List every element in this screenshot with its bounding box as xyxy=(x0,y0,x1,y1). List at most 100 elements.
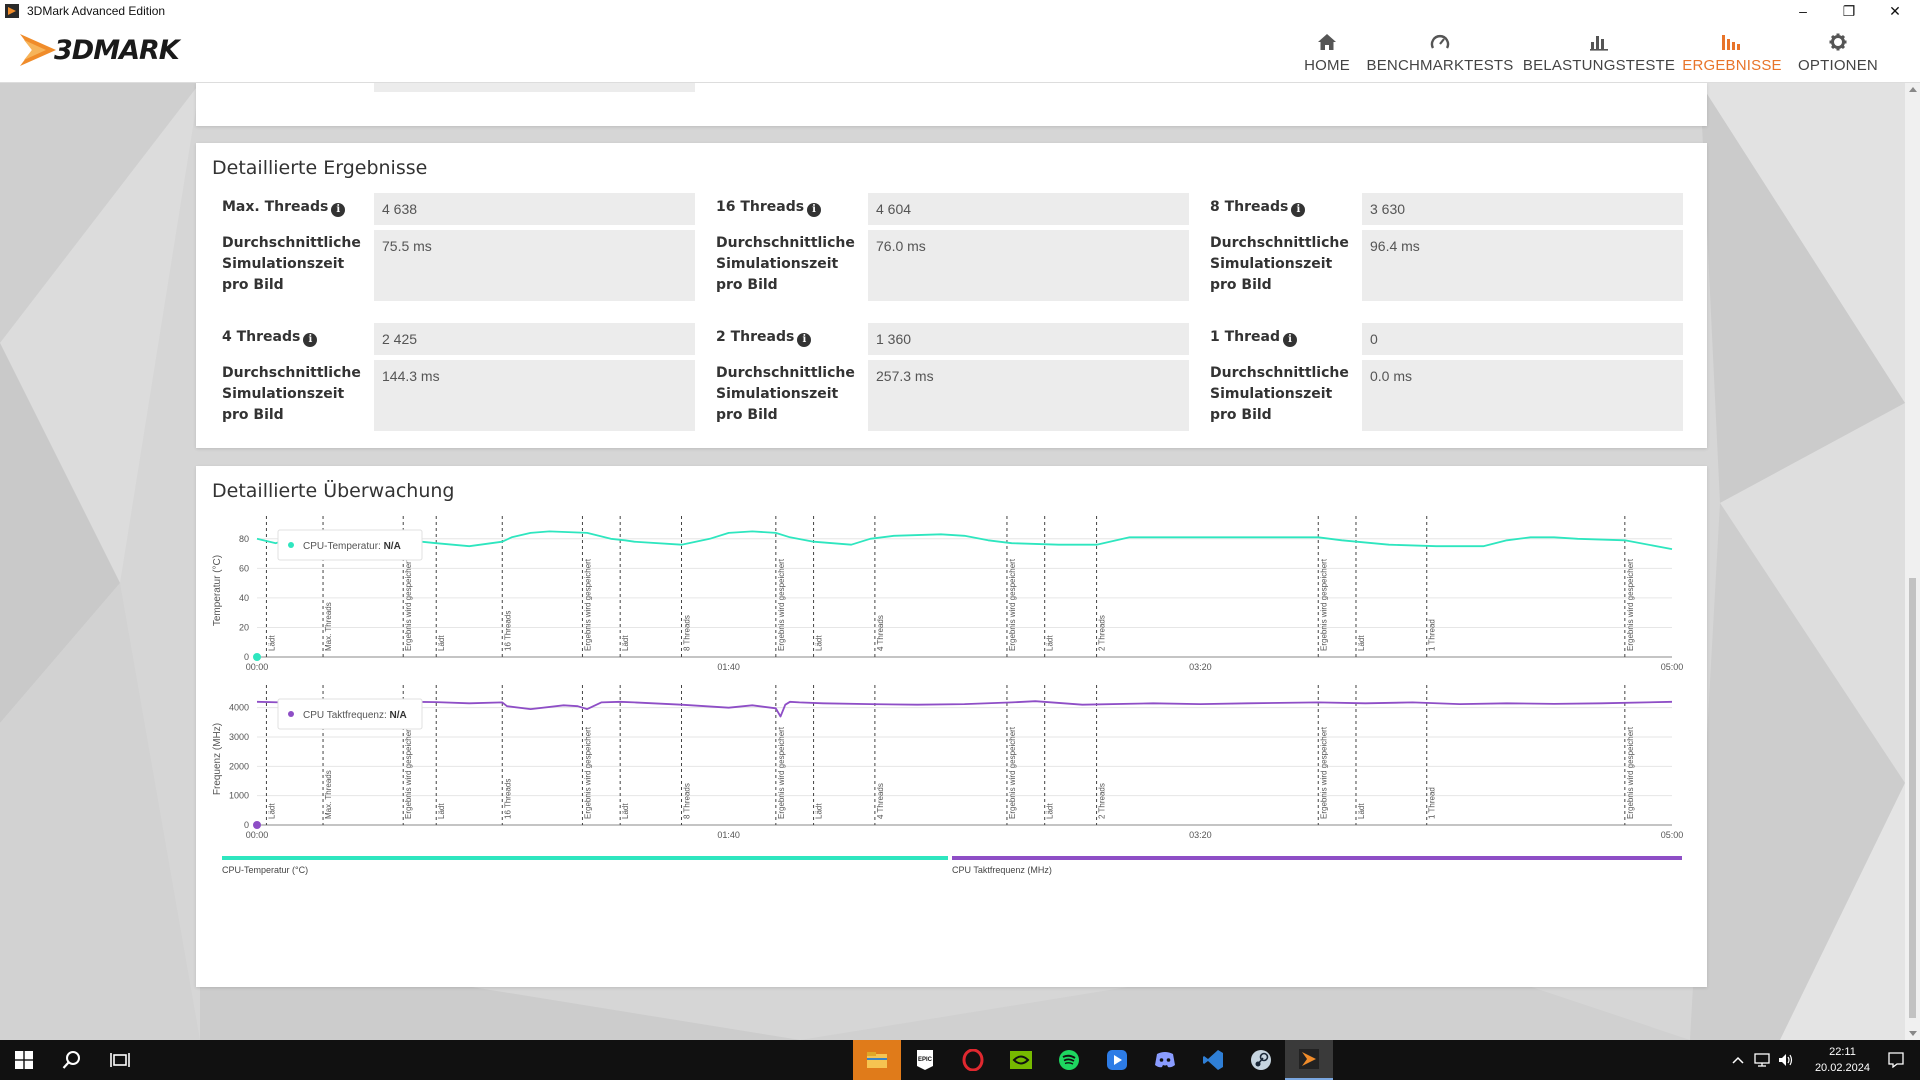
tray-chevron-icon[interactable] xyxy=(1726,1040,1750,1080)
threads-label: 16 Threads i xyxy=(716,197,866,218)
scroll-up-icon[interactable] xyxy=(1909,87,1917,92)
nav-benchmarktests[interactable]: BENCHMARKTESTS xyxy=(1367,22,1513,83)
bar-chart-icon xyxy=(1589,32,1609,52)
phase-marker-label: Lädt xyxy=(267,803,276,819)
phase-marker-label: Ergebnis wird gespeichert xyxy=(777,726,786,819)
phase-marker-label: Max. Threads xyxy=(324,770,333,819)
legend-label-temperature: CPU-Temperatur (°C) xyxy=(222,865,308,875)
phase-marker-label: Ergebnis wird gespeichert xyxy=(1626,726,1635,819)
phase-marker-label: Lädt xyxy=(621,635,630,651)
phase-marker-label: Lädt xyxy=(1357,635,1366,651)
close-button[interactable]: ✕ xyxy=(1889,2,1901,19)
file-explorer-icon[interactable] xyxy=(853,1040,901,1080)
info-icon[interactable]: i xyxy=(1283,333,1297,347)
phase-marker-label: 16 Threads xyxy=(503,611,512,651)
clock-date: 20.02.2024 xyxy=(1814,1062,1870,1074)
phase-marker-label: Lädt xyxy=(437,803,446,819)
x-tick-label: 05:00 xyxy=(1661,830,1684,840)
task-view-icon[interactable] xyxy=(96,1040,144,1080)
monitoring-chart[interactable]: 0 20 40 60 80 Temperatur (°C) 00:00 01:40 03:20 0… xyxy=(196,466,1707,987)
sim-time-label: Durchschnittliche Simulationszeit pro Bi… xyxy=(222,365,361,423)
3dmark-icon[interactable] xyxy=(1285,1040,1333,1080)
top-field-remnant xyxy=(374,83,695,92)
nav-belastungsteste[interactable]: BELASTUNGSTESTE xyxy=(1523,22,1675,83)
phase-marker-label: 2 Threads xyxy=(1098,783,1107,819)
phase-marker-label: 1 Thread xyxy=(1428,619,1437,651)
threads-label-text: Max. Threads xyxy=(222,199,329,215)
phase-marker-label: Max. Threads xyxy=(324,602,333,651)
y-tick-label: 60 xyxy=(239,563,249,573)
scroll-down-icon[interactable] xyxy=(1909,1031,1917,1036)
sim-time-label: Durchschnittliche Simulationszeit pro Bi… xyxy=(716,365,855,423)
vertical-scrollbar[interactable] xyxy=(1905,83,1920,1040)
minimize-button[interactable]: – xyxy=(1799,3,1807,19)
tooltip-dot xyxy=(288,711,294,717)
info-icon[interactable]: i xyxy=(797,333,812,347)
3dmark-logo[interactable]: 3DMARK xyxy=(18,30,180,70)
info-icon[interactable]: i xyxy=(303,333,318,347)
network-icon[interactable] xyxy=(1750,1040,1774,1080)
series-origin-point xyxy=(253,653,261,661)
y-tick-label: 0 xyxy=(244,820,249,830)
home-icon xyxy=(1317,32,1337,52)
nav-belastungsteste-label: BELASTUNGSTESTE xyxy=(1522,56,1676,74)
steam-icon[interactable] xyxy=(1237,1040,1285,1080)
sim-time-label: Durchschnittliche Simulationszeit pro Bi… xyxy=(716,235,855,293)
score-field: 3 630 xyxy=(1362,193,1683,225)
opera-icon[interactable] xyxy=(949,1040,997,1080)
score-field: 4 604 xyxy=(868,193,1189,225)
y-tick-label: 2000 xyxy=(229,761,249,771)
series-origin-point xyxy=(253,821,261,829)
results-icon xyxy=(1721,32,1743,52)
phase-marker-label: Ergebnis wird gespeichert xyxy=(777,558,786,651)
monitoring-card: Detaillierte Überwachung 0 20 40 60 80 Temper… xyxy=(196,466,1707,987)
x-tick-label: 03:20 xyxy=(1189,830,1212,840)
discord-icon[interactable] xyxy=(1141,1040,1189,1080)
app-header: 3DMARK HOME BENCHMARKTESTS BELASTUNGSTES… xyxy=(0,22,1920,83)
phase-marker-label: Ergebnis wird gespeichert xyxy=(1319,558,1328,651)
info-icon[interactable]: i xyxy=(331,203,346,217)
nav-ergebnisse[interactable]: ERGEBNISSE xyxy=(1682,22,1782,83)
info-icon[interactable]: i xyxy=(807,203,822,217)
phase-marker-label: Lädt xyxy=(1046,635,1055,651)
search-icon[interactable] xyxy=(48,1040,96,1080)
sim-time-field: 144.3 ms xyxy=(374,360,695,431)
info-icon[interactable]: i xyxy=(1291,203,1306,217)
nav-optionen[interactable]: OPTIONEN xyxy=(1794,22,1882,83)
nav-benchmarktests-label: BENCHMARKTESTS xyxy=(1366,56,1514,74)
phase-marker-label: Lädt xyxy=(815,635,824,651)
phase-marker-label: Ergebnis wird gespeichert xyxy=(404,558,413,651)
clock-time: 22:11 xyxy=(1829,1046,1856,1058)
threads-label-text: 2 Threads xyxy=(716,329,795,345)
threads-label: 4 Threads i xyxy=(222,327,372,348)
phase-marker-label: Lädt xyxy=(815,803,824,819)
phase-marker-label: Ergebnis wird gespeichert xyxy=(1008,558,1017,651)
x-tick-label: 03:20 xyxy=(1189,662,1212,672)
legend-label-frequency: CPU Taktfrequenz (MHz) xyxy=(952,865,1052,875)
phase-marker-label: Ergebnis wird gespeichert xyxy=(1626,558,1635,651)
nav-home[interactable]: HOME xyxy=(1298,22,1356,83)
y-axis-label: Frequenz (MHz) xyxy=(212,723,223,795)
legend-bar-temperature xyxy=(222,856,948,860)
spotify-icon[interactable] xyxy=(1045,1040,1093,1080)
windows-start-icon[interactable] xyxy=(0,1040,48,1080)
scrollbar-thumb[interactable] xyxy=(1909,578,1916,1018)
volume-icon[interactable] xyxy=(1774,1040,1798,1080)
phase-marker-label: Ergebnis wird gespeichert xyxy=(1008,726,1017,819)
nav-ergebnisse-label: ERGEBNISSE xyxy=(1682,56,1782,74)
phase-marker-label: Ergebnis wird gespeichert xyxy=(583,726,592,819)
x-tick-label: 01:40 xyxy=(717,662,740,672)
sim-time-label: Durchschnittliche Simulationszeit pro Bi… xyxy=(1210,365,1349,423)
taskbar-clock[interactable]: 22:11 20.02.2024 xyxy=(1815,1044,1870,1076)
x-tick-label: 00:00 xyxy=(246,830,269,840)
epic-games-icon[interactable]: EPIC xyxy=(901,1040,949,1080)
visual-studio-icon[interactable] xyxy=(1189,1040,1237,1080)
score-field: 1 360 xyxy=(868,323,1189,355)
bluestacks-icon[interactable] xyxy=(1093,1040,1141,1080)
restore-button[interactable]: ❐ xyxy=(1842,2,1856,19)
phase-marker-label: 1 Thread xyxy=(1428,787,1437,819)
nvidia-icon[interactable] xyxy=(997,1040,1045,1080)
phase-marker-label: 16 Threads xyxy=(503,779,512,819)
notification-icon[interactable] xyxy=(1872,1040,1920,1080)
threads-label: 2 Threads i xyxy=(716,327,866,348)
